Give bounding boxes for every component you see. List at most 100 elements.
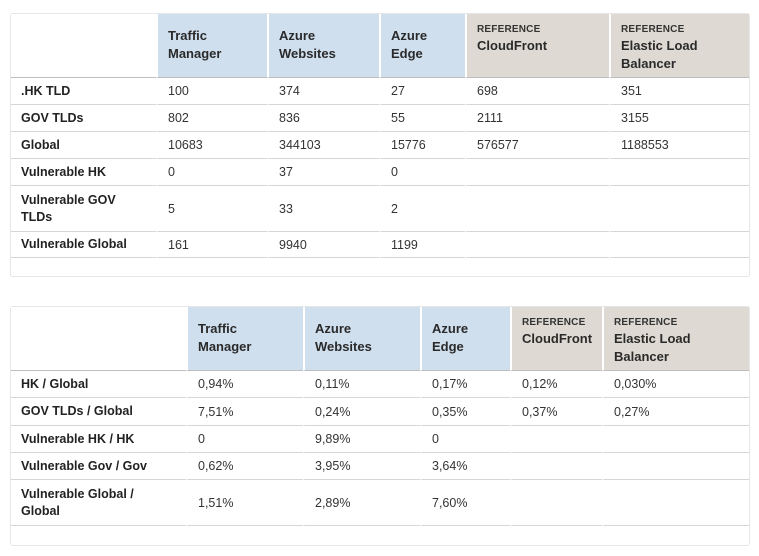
table-row: Vulnerable Global / Global 1,51% 2,89% 7… [11,480,749,526]
cell: 0 [156,159,267,186]
cell: 10683 [156,132,267,159]
cell [510,426,602,453]
table-row: .HK TLD 100 374 27 698 351 [11,78,749,105]
cell: 5 [156,186,267,232]
table-row: GOV TLDs / Global 7,51% 0,24% 0,35% 0,37… [11,398,749,426]
header-row: Traffic Manager Azure Websites Azure Edg… [11,307,749,371]
row-label: Vulnerable GOV TLDs [11,186,156,232]
cell: 0,37% [510,398,602,426]
reference-tag: REFERENCE [614,317,678,328]
cell [510,453,602,480]
col-header-traffic-manager: Traffic Manager [156,14,267,78]
header-row: Traffic Manager Azure Websites Azure Edg… [11,14,749,78]
cell: 3,64% [420,453,510,480]
table-row: Global 10683 344103 15776 576577 1188553 [11,132,749,159]
cell [602,453,749,480]
cell: 1199 [379,232,465,258]
cell: 3155 [609,105,749,132]
cell [609,186,749,232]
cell [465,186,609,232]
cell: 0 [379,159,465,186]
col-label: CloudFront [477,38,548,53]
corner-cell [11,14,156,78]
reference-tag: REFERENCE [522,317,586,328]
row-label: Vulnerable HK [11,159,156,186]
cell: 7,60% [420,480,510,526]
cell: 9940 [267,232,379,258]
col-label: Azure Websites [315,321,372,354]
cell: 1,51% [186,480,303,526]
ratios-table: Traffic Manager Azure Websites Azure Edg… [11,307,749,526]
table-row: Vulnerable HK 0 37 0 [11,159,749,186]
col-header-azure-edge: Azure Edge [379,14,465,78]
col-label: Traffic Manager [198,321,252,354]
cell: 0,11% [303,371,420,398]
cell: 15776 [379,132,465,159]
col-header-cloudfront: REFERENCE CloudFront [510,307,602,371]
cell: 374 [267,78,379,105]
row-label: GOV TLDs / Global [11,398,186,426]
cell: 3,95% [303,453,420,480]
cell: 2 [379,186,465,232]
table-row: GOV TLDs 802 836 55 2111 3155 [11,105,749,132]
row-label: .HK TLD [11,78,156,105]
col-header-cloudfront: REFERENCE CloudFront [465,14,609,78]
cell: 37 [267,159,379,186]
cell [602,480,749,526]
row-label: Vulnerable HK / HK [11,426,186,453]
col-label: Azure Edge [432,321,469,354]
col-header-elastic-load-balancer: REFERENCE Elastic Load Balancer [609,14,749,78]
col-header-azure-edge: Azure Edge [420,307,510,371]
cell [465,159,609,186]
table-row: Vulnerable GOV TLDs 5 33 2 [11,186,749,232]
cell [465,232,609,258]
cell: 0,62% [186,453,303,480]
cell [609,232,749,258]
reference-tag: REFERENCE [477,24,541,35]
corner-cell [11,307,186,371]
row-label: Vulnerable Global / Global [11,480,186,526]
reference-tag: REFERENCE [621,24,685,35]
cell: 0,27% [602,398,749,426]
cell: 161 [156,232,267,258]
counts-table: Traffic Manager Azure Websites Azure Edg… [11,14,749,258]
row-label: Vulnerable Gov / Gov [11,453,186,480]
table-row: HK / Global 0,94% 0,11% 0,17% 0,12% 0,03… [11,371,749,398]
cell: 0,94% [186,371,303,398]
cell: 9,89% [303,426,420,453]
col-label: Traffic Manager [168,28,222,61]
row-label: Global [11,132,156,159]
row-label: GOV TLDs [11,105,156,132]
cell: 0 [186,426,303,453]
cell [602,426,749,453]
table-row: Vulnerable Gov / Gov 0,62% 3,95% 3,64% [11,453,749,480]
cell: 100 [156,78,267,105]
cell: 351 [609,78,749,105]
col-label: Azure Websites [279,28,336,61]
cell: 576577 [465,132,609,159]
cell: 55 [379,105,465,132]
cell: 0,17% [420,371,510,398]
col-label: Elastic Load Balancer [614,331,691,364]
cell: 0,030% [602,371,749,398]
cell: 836 [267,105,379,132]
cell: 27 [379,78,465,105]
cell [510,480,602,526]
table-row: Vulnerable Global 161 9940 1199 [11,232,749,258]
cell: 0,12% [510,371,602,398]
cell: 2111 [465,105,609,132]
cell: 33 [267,186,379,232]
table-row: Vulnerable HK / HK 0 9,89% 0 [11,426,749,453]
cell: 0,35% [420,398,510,426]
row-label: HK / Global [11,371,186,398]
col-header-azure-websites: Azure Websites [303,307,420,371]
col-label: CloudFront [522,331,593,346]
cell: 0 [420,426,510,453]
cell: 344103 [267,132,379,159]
cell: 1188553 [609,132,749,159]
cell: 698 [465,78,609,105]
col-label: Azure Edge [391,28,428,61]
ratios-table-card: Traffic Manager Azure Websites Azure Edg… [10,306,750,546]
cell [609,159,749,186]
col-header-traffic-manager: Traffic Manager [186,307,303,371]
